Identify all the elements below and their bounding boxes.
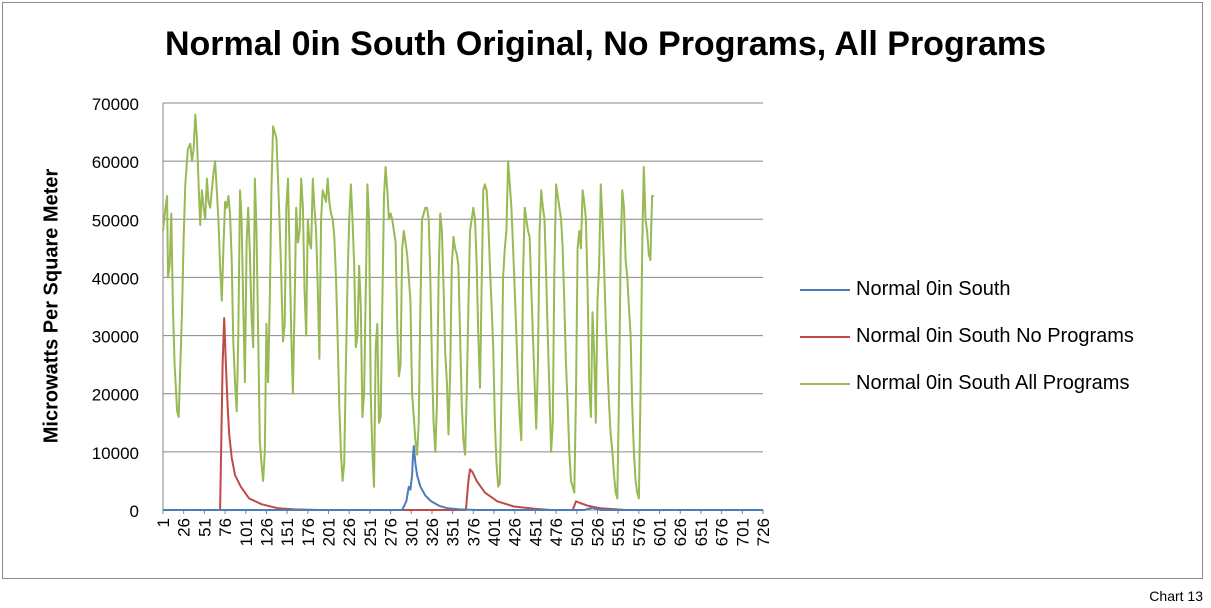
legend-label-all-programs: Normal 0in South All Programs	[856, 372, 1130, 394]
x-tick-label: 201	[320, 518, 339, 546]
legend-swatch-original	[800, 288, 850, 291]
x-tick-labels: 1 26 51 76 101 126 151 176 201 226 251 276 301 326 351…	[154, 518, 773, 546]
legend-item-no-programs: Normal 0in South No Programs	[800, 313, 1134, 360]
x-tick-label: 376	[464, 518, 483, 546]
legend-item-original: Normal 0in South	[800, 266, 1134, 313]
x-tick-label: 651	[692, 518, 711, 546]
legend-label-original: Normal 0in South	[856, 278, 1011, 300]
y-tick-label: 60000	[92, 153, 139, 172]
y-tick-label: 20000	[92, 386, 139, 405]
x-tick-label: 251	[361, 518, 380, 546]
y-tick-labels: 0 10000 20000 30000 40000 50000 60000 70000	[92, 95, 139, 521]
legend: Normal 0in South Normal 0in South No Pro…	[800, 266, 1134, 407]
legend-swatch-no-programs	[800, 335, 850, 338]
legend-swatch-all-programs	[800, 382, 850, 385]
y-tick-label: 0	[130, 502, 139, 521]
series-line-normal-0in-south	[163, 445, 763, 511]
x-tick-label: 626	[671, 518, 690, 546]
chart-frame	[2, 2, 1203, 579]
x-tick-label: 26	[175, 518, 194, 537]
x-tick-label: 351	[444, 518, 463, 546]
y-tick-label: 40000	[92, 269, 139, 288]
x-tick-label: 326	[423, 518, 442, 546]
x-tick-label: 501	[568, 518, 587, 546]
x-tick-label: 526	[588, 518, 607, 546]
x-tick-label: 551	[609, 518, 628, 546]
x-tick-label: 126	[257, 518, 276, 546]
series-lines	[162, 113, 763, 511]
x-tick-label: 226	[340, 518, 359, 546]
legend-label-no-programs: Normal 0in South No Programs	[856, 325, 1134, 347]
x-tick-label: 426	[506, 518, 525, 546]
y-tick-label: 30000	[92, 328, 139, 347]
x-tick-label: 151	[278, 518, 297, 546]
series-line-normal-0in-south-no-programs	[163, 317, 763, 511]
x-tick-label: 701	[733, 518, 752, 546]
y-tick-label: 10000	[92, 444, 139, 463]
x-tick-label: 726	[754, 518, 773, 546]
y-axis-title: Microwatts Per Square Meter	[40, 168, 63, 444]
x-tick-label: 301	[402, 518, 421, 546]
legend-item-all-programs: Normal 0in South All Programs	[800, 360, 1134, 407]
x-tick-label: 576	[630, 518, 649, 546]
x-tick-label: 276	[382, 518, 401, 546]
series-line-normal-0in-south-all-programs	[162, 113, 654, 500]
x-tick-label: 401	[485, 518, 504, 546]
x-tick-label: 451	[526, 518, 545, 546]
gridlines	[163, 102, 763, 453]
x-tick-label: 1	[154, 518, 173, 527]
x-tick-label: 101	[237, 518, 256, 546]
y-tick-label: 70000	[92, 95, 139, 114]
footer-chart-number: Chart 13	[1149, 588, 1203, 604]
x-tick-label: 176	[299, 518, 318, 546]
x-tick-label: 676	[713, 518, 732, 546]
chart-title: Normal 0in South Original, No Programs, …	[164, 25, 1046, 63]
y-tick-label: 50000	[92, 211, 139, 230]
x-tick-label: 476	[547, 518, 566, 546]
x-tick-label: 601	[651, 518, 670, 546]
x-tick-label: 76	[216, 518, 235, 537]
x-tick-label: 51	[195, 518, 214, 537]
